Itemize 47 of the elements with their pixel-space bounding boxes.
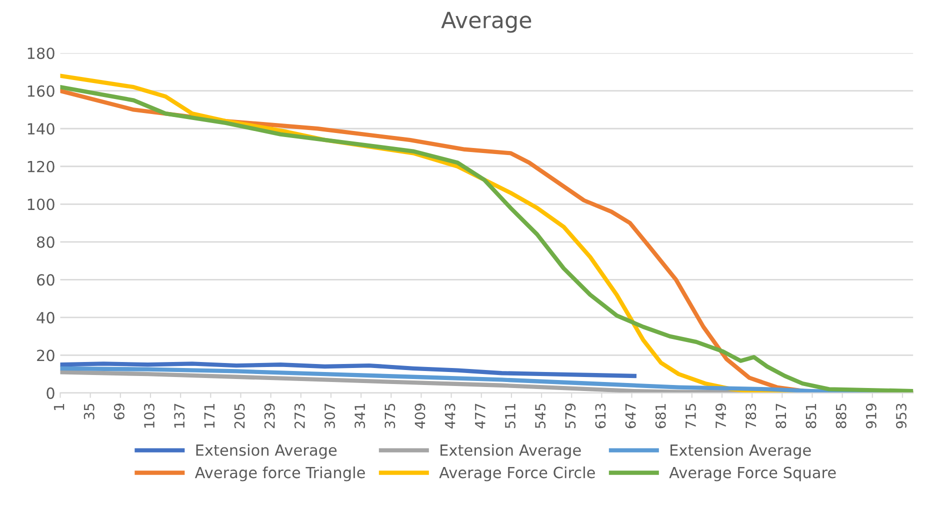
x-tick-label: 239 [264, 404, 275, 428]
x-tick-label: 171 [204, 404, 214, 428]
x-tick-label: 749 [716, 404, 726, 428]
x-tick-label: 647 [625, 404, 636, 428]
legend-label: Extension Average [196, 444, 337, 459]
y-tick-label: 60 [37, 274, 54, 286]
x-tick-label: 919 [866, 404, 876, 428]
x-tick-label: 613 [595, 404, 606, 428]
line-series [60, 362, 637, 378]
legend-label: Extension Average [440, 444, 581, 459]
y-tick-label: 80 [36, 236, 54, 248]
chart-title: Average [441, 12, 532, 33]
x-tick-label: 103 [144, 404, 155, 428]
x-tick-label: 681 [655, 404, 666, 428]
x-tick-label: 851 [806, 404, 816, 428]
x-tick-label: 443 [444, 404, 456, 428]
x-tick-label: 783 [746, 404, 756, 428]
x-tick-label: 817 [776, 404, 786, 428]
x-tick-label: 205 [234, 404, 245, 428]
y-tick-label: 20 [37, 350, 54, 362]
y-tick-label: 40 [36, 312, 54, 324]
x-tick-label: 409 [414, 404, 426, 428]
legend-label: Average Force Square [669, 466, 836, 482]
x-tick-label: 545 [535, 404, 546, 428]
x-tick-label: 137 [174, 404, 185, 428]
y-tick-label: 180 [28, 48, 54, 60]
x-tick-label: 1 [54, 404, 64, 410]
x-tick-label: 375 [384, 404, 396, 428]
x-tick-label: 579 [565, 404, 576, 428]
y-tick-label: 160 [28, 85, 54, 97]
x-tick-label: 35 [84, 404, 94, 420]
legend-label: Extension Average [670, 444, 811, 459]
y-tick-label: 100 [28, 198, 54, 210]
legend-label: Average Force Circle [439, 466, 595, 482]
y-tick-label: 140 [28, 123, 54, 135]
x-tick-label: 273 [294, 404, 305, 428]
x-tick-label: 341 [354, 404, 366, 428]
x-tick-label: 477 [475, 404, 486, 428]
x-tick-label: 715 [686, 404, 696, 428]
y-tick-label: 120 [28, 160, 54, 172]
x-tick-label: 69 [114, 404, 124, 420]
x-tick-label: 953 [896, 404, 907, 428]
y-tick-label: 0 [46, 387, 54, 399]
x-tick-label: 511 [505, 404, 516, 428]
x-tick-label: 885 [836, 404, 846, 428]
x-tick-label: 307 [324, 404, 335, 428]
legend-label: Average force Triangle [194, 466, 365, 482]
